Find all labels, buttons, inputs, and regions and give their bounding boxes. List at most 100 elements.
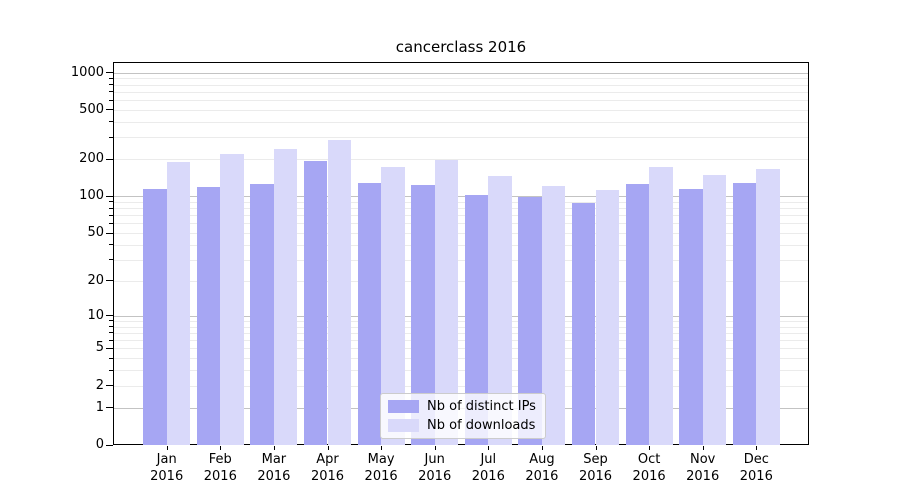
y-tick xyxy=(106,158,113,160)
y-tick-minor xyxy=(109,320,113,322)
y-tick-label: 2 xyxy=(95,377,104,393)
x-tick xyxy=(381,446,383,450)
gridline-minor xyxy=(114,280,808,282)
bars-layer xyxy=(114,63,808,445)
y-tick xyxy=(106,347,113,349)
plot-area xyxy=(113,62,809,445)
gridline-minor xyxy=(114,320,808,322)
x-tick xyxy=(541,446,543,450)
x-tick-label: Dec 2016 xyxy=(739,452,773,484)
y-tick xyxy=(106,444,113,446)
y-tick-minor xyxy=(109,259,113,261)
bar-distinct-ips-aug xyxy=(518,197,542,445)
x-tick-label: Mar 2016 xyxy=(257,452,291,484)
x-tick xyxy=(595,446,597,450)
bar-downloads-may xyxy=(381,166,405,445)
x-tick-label: Aug 2016 xyxy=(525,452,559,484)
y-tick-minor xyxy=(109,201,113,203)
bar-downloads-jan xyxy=(166,161,191,445)
bar-distinct-ips-nov xyxy=(679,188,703,445)
y-tick-minor xyxy=(109,339,113,341)
x-tick xyxy=(220,446,222,450)
bar-downloads-jun xyxy=(434,159,459,445)
gridline-major xyxy=(114,315,808,317)
x-tick xyxy=(327,446,329,450)
chart-title: cancerclass 2016 xyxy=(395,38,527,56)
gridline-minor xyxy=(114,332,808,334)
x-tick xyxy=(273,446,275,450)
gridline-minor xyxy=(114,358,808,360)
gridline-major xyxy=(114,196,808,198)
bar-downloads-feb xyxy=(220,154,244,445)
y-tick-label: 200 xyxy=(79,151,104,167)
y-tick-minor xyxy=(109,136,113,138)
y-tick-label: 50 xyxy=(87,225,104,241)
x-tick-label: Nov 2016 xyxy=(686,452,720,484)
y-tick xyxy=(106,385,113,387)
bar-downloads-sep xyxy=(595,190,620,445)
bar-downloads-apr xyxy=(327,140,352,445)
gridline-minor xyxy=(114,84,808,86)
y-tick-minor xyxy=(109,222,113,224)
gridline-minor xyxy=(114,385,808,387)
gridline-minor xyxy=(114,109,808,111)
y-tick-label: 10 xyxy=(87,307,104,323)
gridline-minor xyxy=(114,215,808,217)
x-tick xyxy=(488,446,490,450)
y-tick-minor xyxy=(109,84,113,86)
gridline-minor xyxy=(114,348,808,350)
y-tick-label: 0 xyxy=(95,437,104,452)
y-tick-minor xyxy=(109,332,113,334)
y-tick-minor xyxy=(109,99,113,101)
y-tick-label: 20 xyxy=(87,272,104,288)
bar-distinct-ips-jun xyxy=(411,184,435,445)
y-tick xyxy=(106,109,113,111)
y-tick xyxy=(106,232,113,234)
y-tick-minor xyxy=(109,244,113,246)
bar-downloads-dec xyxy=(756,168,780,445)
y-tick-minor xyxy=(109,207,113,209)
gridline-minor xyxy=(114,370,808,372)
bar-distinct-ips-oct xyxy=(625,184,650,445)
legend: Nb of distinct IPs Nb of downloads xyxy=(380,393,546,439)
x-tick-label: Oct 2016 xyxy=(632,452,666,484)
bar-downloads-aug xyxy=(541,186,566,445)
x-tick xyxy=(756,446,758,450)
legend-item-distinct-ips: Nb of distinct IPs xyxy=(388,399,536,414)
gridline-minor xyxy=(114,121,808,123)
x-tick xyxy=(649,446,651,450)
bar-distinct-ips-mar xyxy=(250,184,274,445)
y-tick xyxy=(106,72,113,74)
x-tick-label: Sep 2016 xyxy=(578,452,613,484)
gridline-minor xyxy=(114,159,808,161)
bar-distinct-ips-dec xyxy=(732,183,757,445)
y-tick xyxy=(106,315,113,317)
y-tick-minor xyxy=(109,91,113,93)
bar-distinct-ips-sep xyxy=(571,203,596,445)
gridline-minor xyxy=(114,326,808,328)
bar-downloads-nov xyxy=(702,174,727,445)
gridline-minor xyxy=(114,201,808,203)
legend-swatch-downloads-icon xyxy=(388,419,419,432)
legend-label-distinct-ips: Nb of distinct IPs xyxy=(427,399,536,414)
bar-distinct-ips-jan xyxy=(143,188,167,445)
bar-distinct-ips-feb xyxy=(196,186,221,445)
bar-distinct-ips-may xyxy=(357,183,382,445)
y-tick-label: 1000 xyxy=(70,64,104,80)
y-tick-minor xyxy=(109,214,113,216)
y-tick-label: 5 xyxy=(95,340,104,356)
bar-downloads-mar xyxy=(273,149,298,445)
x-tick xyxy=(702,446,704,450)
y-tick-minor xyxy=(109,326,113,328)
y-tick-minor xyxy=(109,77,113,79)
y-tick-label: 1 xyxy=(95,399,104,415)
bar-downloads-oct xyxy=(649,166,673,445)
y-tick xyxy=(106,195,113,197)
gridline-minor xyxy=(114,78,808,80)
gridline-minor xyxy=(114,208,808,210)
y-tick xyxy=(106,280,113,282)
x-tick xyxy=(166,446,168,450)
x-tick-label: Apr 2016 xyxy=(310,452,345,484)
legend-item-downloads: Nb of downloads xyxy=(388,418,536,433)
